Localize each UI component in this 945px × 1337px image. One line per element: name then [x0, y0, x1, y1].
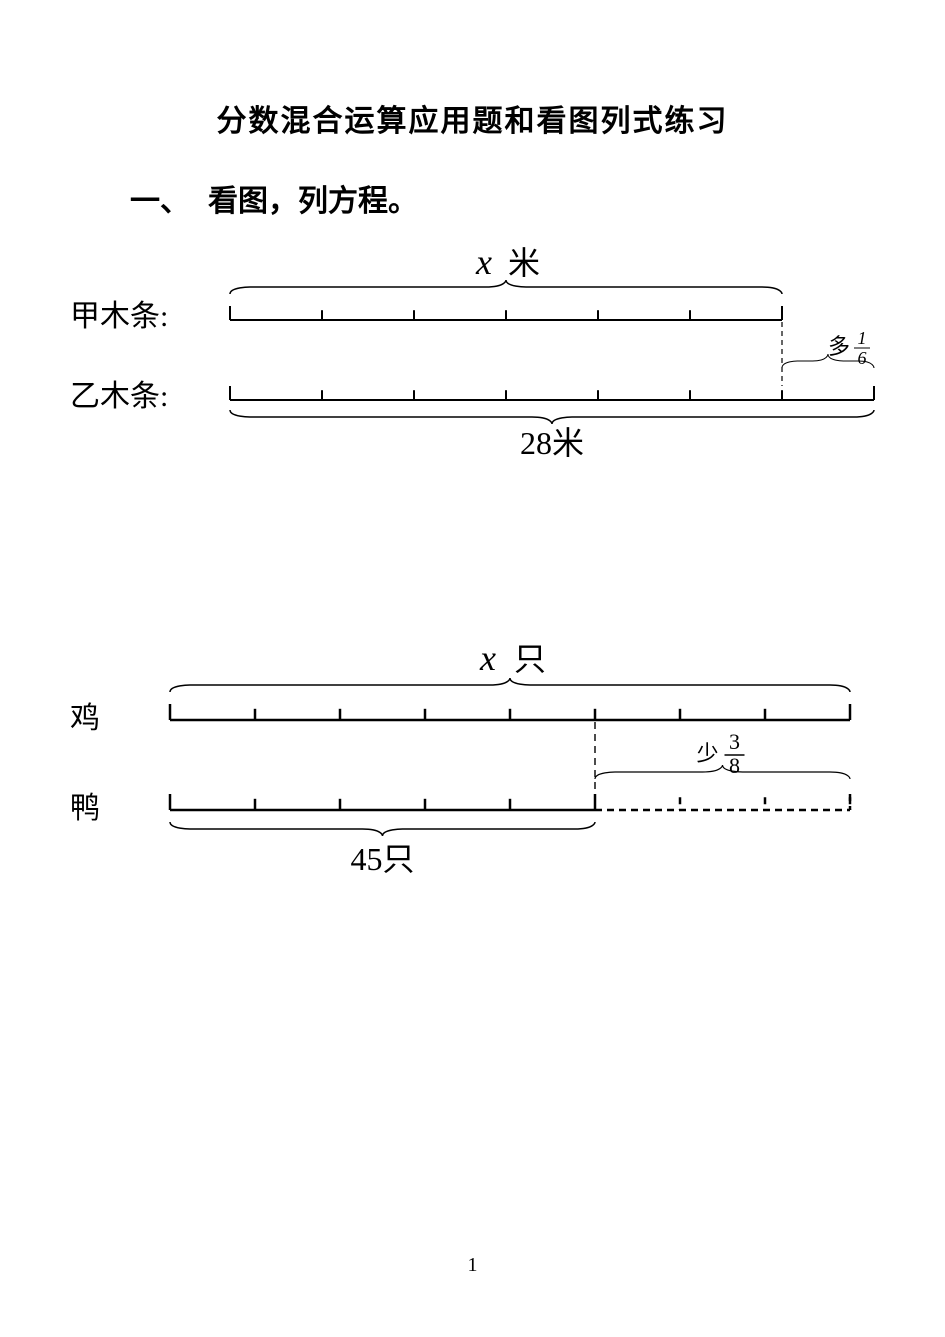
- svg-text:米: 米: [508, 245, 540, 281]
- svg-text:45只: 45只: [350, 841, 414, 877]
- page-number: 1: [0, 1254, 945, 1277]
- svg-text:少: 少: [697, 741, 719, 766]
- section-number: 一、: [130, 185, 190, 218]
- svg-text:鸡: 鸡: [70, 702, 100, 735]
- svg-text:甲木条:: 甲木条:: [70, 300, 168, 333]
- diagram-1-svg: 甲木条: 乙木条: x米多16 28米: [70, 240, 900, 500]
- svg-text:3: 3: [729, 729, 740, 754]
- svg-text:多: 多: [828, 334, 850, 359]
- svg-text:x: x: [475, 242, 492, 282]
- svg-text:1: 1: [858, 328, 867, 348]
- diagram-2-svg: 鸡鸭 x只少38 45只: [70, 640, 900, 940]
- svg-text:鸭: 鸭: [70, 792, 100, 825]
- section-text: 看图，列方程。: [208, 185, 418, 218]
- svg-text:28米: 28米: [520, 425, 584, 461]
- diagram-1: 甲木条: 乙木条: x米多16 28米: [70, 240, 900, 505]
- page-title: 分数混合运算应用题和看图列式练习: [0, 96, 945, 140]
- svg-text:8: 8: [729, 753, 740, 778]
- svg-text:6: 6: [858, 348, 867, 368]
- svg-text:x: x: [479, 640, 496, 678]
- section-heading: 一、看图，列方程。: [130, 176, 418, 220]
- page: 分数混合运算应用题和看图列式练习 一、看图，列方程。 甲木条:乙木条:x米多16…: [0, 0, 945, 1337]
- diagram-2: 鸡鸭 x只少38 45只: [70, 640, 900, 945]
- svg-text:只: 只: [514, 641, 546, 677]
- svg-text:乙木条:: 乙木条:: [70, 380, 168, 413]
